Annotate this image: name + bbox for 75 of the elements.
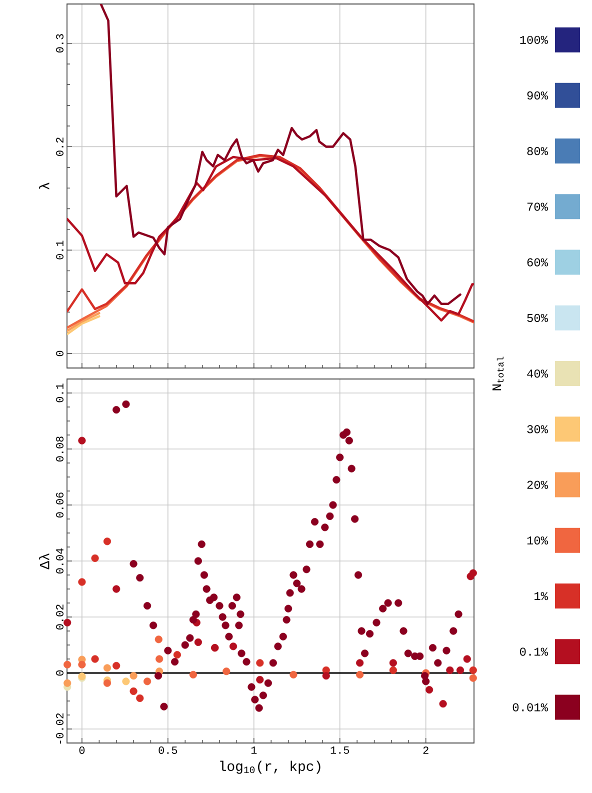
y-axis-title: λ — [39, 182, 50, 190]
point — [256, 659, 264, 667]
legend-label: 90% — [527, 91, 548, 100]
legend-label: 50% — [527, 314, 548, 322]
y-tick-label: 0 — [56, 670, 64, 676]
point — [469, 666, 477, 674]
x-tick-label: 0.5 — [158, 746, 178, 754]
point — [426, 686, 434, 694]
y-tick-label: -0.02 — [56, 713, 64, 744]
x-tick-label: 1 — [251, 746, 257, 754]
point — [356, 659, 364, 667]
point — [122, 678, 130, 686]
point — [136, 694, 144, 702]
legend-label: 20% — [527, 480, 548, 489]
point — [256, 676, 264, 684]
point — [78, 436, 86, 444]
point — [78, 578, 86, 586]
point — [103, 679, 112, 687]
point — [91, 554, 99, 562]
y-tick-label: 0.3 — [56, 34, 64, 52]
legend-label: 0.01% — [512, 703, 548, 712]
x-tick-label: 2 — [423, 746, 428, 754]
point — [439, 700, 447, 708]
point — [189, 670, 198, 678]
point — [130, 687, 138, 695]
point — [154, 636, 162, 644]
legend-label: 10% — [527, 536, 548, 545]
point — [469, 569, 477, 577]
point — [144, 678, 152, 686]
point — [173, 651, 182, 659]
y-tick-label: 0.1 — [56, 384, 64, 402]
point — [64, 660, 72, 668]
point — [78, 660, 86, 668]
point — [389, 666, 397, 674]
point — [229, 642, 238, 650]
point — [64, 679, 72, 687]
y-tick-label: 0.08 — [56, 436, 64, 462]
point — [103, 538, 112, 546]
point — [103, 664, 112, 672]
legend-label: 30% — [527, 425, 548, 434]
legend-title: N$_{total}$ — [492, 356, 504, 390]
point — [194, 638, 202, 646]
point — [130, 672, 138, 680]
point — [322, 672, 330, 680]
legend-label: 70% — [527, 202, 548, 211]
point — [446, 666, 454, 674]
point — [156, 655, 164, 663]
point — [64, 618, 72, 626]
y-tick-label: 0.02 — [56, 604, 64, 630]
y-tick-label: 0.1 — [56, 240, 64, 260]
y-tick-label: 0.04 — [56, 548, 64, 574]
point — [356, 670, 364, 678]
point — [463, 655, 471, 663]
y-axis-title: Δλ — [39, 553, 50, 570]
legend-label: 80% — [527, 147, 548, 156]
x-tick-label: 0 — [79, 746, 85, 754]
legend-label: 1% — [534, 592, 548, 600]
legend-label: 0.1% — [520, 648, 548, 656]
point — [456, 666, 464, 674]
x-axis-title: log$_{10}$(r, kpc) — [220, 760, 320, 774]
legend-label: 60% — [527, 258, 548, 266]
point — [389, 659, 397, 667]
line-series — [100, 4, 462, 306]
point — [290, 670, 298, 678]
point — [112, 662, 120, 670]
legend-label: 40% — [527, 370, 548, 378]
point — [112, 585, 120, 593]
x-tick-label: 1.5 — [330, 746, 350, 754]
point — [469, 674, 477, 682]
y-tick-label: 0.06 — [56, 492, 64, 518]
legend-label: 100% — [520, 36, 548, 44]
point — [91, 655, 99, 663]
point — [222, 668, 230, 676]
y-tick-label: 0 — [56, 350, 64, 356]
y-tick-label: 0.2 — [56, 138, 64, 156]
